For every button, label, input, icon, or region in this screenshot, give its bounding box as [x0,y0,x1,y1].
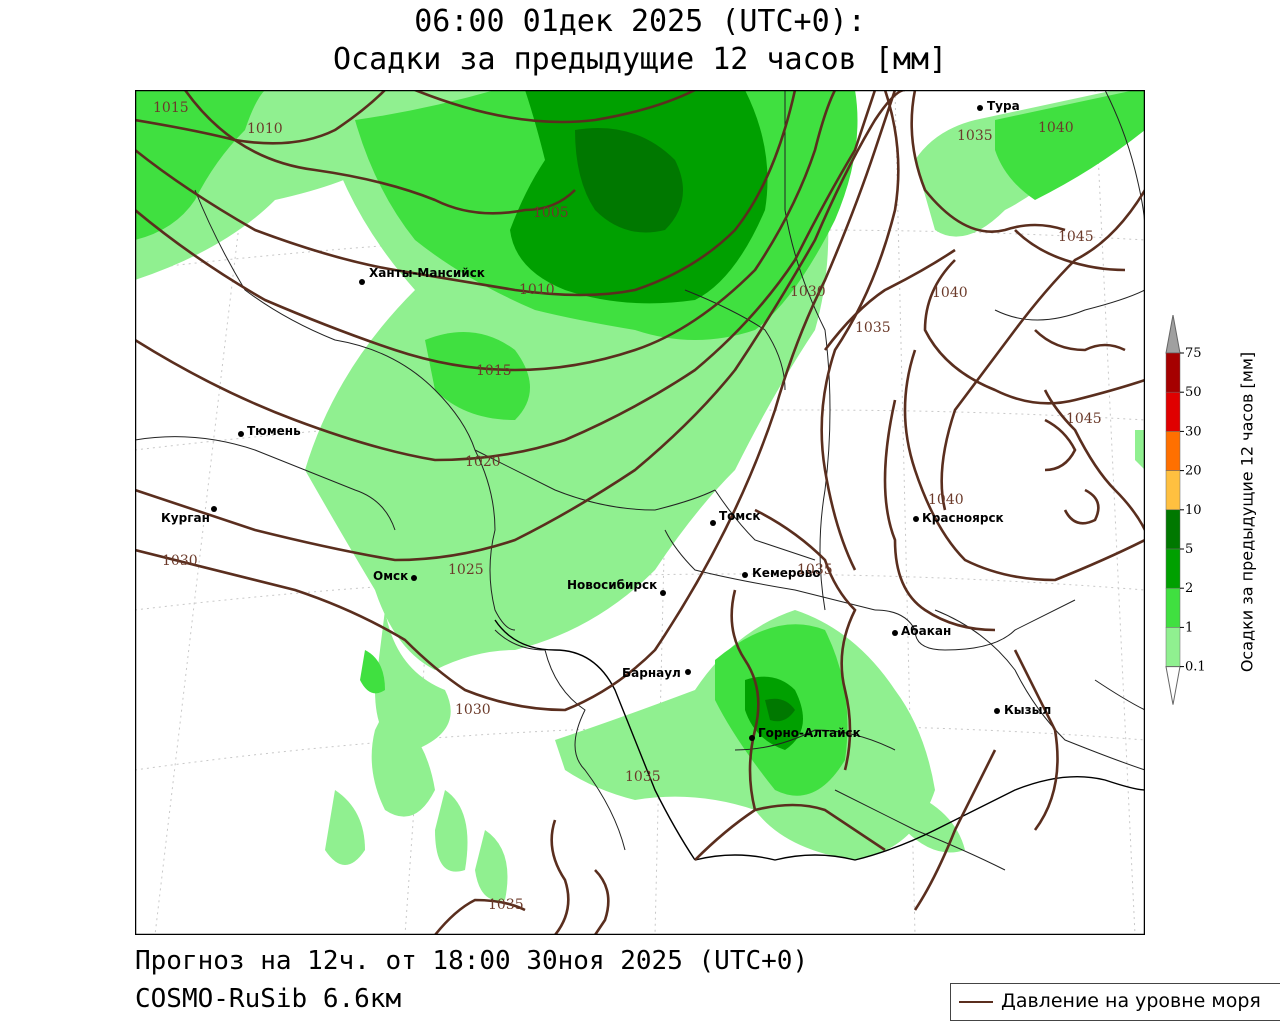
colorbar-tick-label: 50 [1185,385,1202,400]
city-markers [211,105,1000,741]
isobar-label: 1035 [855,320,891,336]
city-label-tomsk: Томск [719,509,761,523]
isobar-label: 1030 [790,284,826,300]
colorbar-title: Осадки за предыдущие 12 часов [мм] [1237,351,1257,673]
colorbar-segment [1165,431,1181,471]
isobar-label: 1045 [1058,229,1094,245]
city-label-khanty-mansiysk: Ханты-Мансийск [369,266,485,280]
city-dot-omsk [411,575,417,581]
city-label-kurgan: Курган [161,511,210,525]
city-label-kyzyl: Кызыл [1004,703,1051,717]
city-label-krasnoyarsk: Красноярск [922,511,1004,525]
city-label-kemerovo: Кемерово [752,566,821,580]
city-dot-gorno-altaysk [749,735,755,741]
colorbar-tick-label: 30 [1185,424,1202,439]
forecast-info: Прогноз на 12ч. от 18:00 30ноя 2025 (UTC… [135,946,809,976]
isobars [135,90,1145,935]
colorbar-segment [1165,627,1181,667]
colorbar-top-arrow [1165,315,1181,354]
map-title: 06:00 01дек 2025 (UTC+0): [414,4,866,39]
isobar-label: 1025 [448,562,484,578]
map-subtitle: Осадки за предыдущие 12 часов [мм] [332,42,948,77]
isobar-label: 1035 [797,562,833,578]
city-label-abakan: Абакан [901,624,951,638]
city-dot-tyumen [238,431,244,437]
pressure-legend: Давление на уровне моря [950,983,1280,1021]
isobar-label: 1035 [957,128,993,144]
colorbar-tick-label: 10 [1185,503,1202,518]
city-label-novosibirsk: Новосибирск [567,578,657,592]
precip-very-heavy [575,128,795,722]
city-dot-tomsk [710,520,716,526]
isobar-label: 1010 [247,121,283,137]
isobar-label: 1015 [476,363,512,379]
colorbar-tick-label: 20 [1185,464,1202,479]
isobar-label: 1040 [928,492,964,508]
colorbar-segment [1165,548,1181,589]
city-dot-kemerovo [742,572,748,578]
city-label-gorno-altaysk: Горно-Алтайск [758,726,861,740]
isobar-label: 1045 [1066,411,1102,427]
city-dot-kyzyl [994,708,1000,714]
colorbar-tick-label: 5 [1185,542,1193,557]
map-frame [135,90,1145,935]
city-dot-krasnoyarsk [913,516,919,522]
isobar-label: 1015 [153,100,189,116]
isobar-labels: 1015 1010 1005 1010 1015 1020 1025 1030 … [153,100,1102,913]
city-dot-kurgan [211,506,217,512]
colorbar-bottom-arrow [1165,666,1181,705]
city-dot-barnaul [685,669,691,675]
colorbar: 75 50 30 20 10 5 2 1 0.1 [1165,315,1206,705]
city-label-barnaul: Барнаул [622,666,681,680]
pressure-legend-line [959,1001,993,1003]
colorbar-segment [1165,587,1181,628]
isobar-label: 1040 [932,285,968,301]
colorbar-segment [1165,470,1181,511]
city-label-tura: Тура [987,99,1020,113]
model-name: COSMO-RuSib 6.6км [135,984,402,1014]
city-label-tyumen: Тюмень [247,424,301,438]
isobar-label: 1005 [533,205,569,221]
colorbar-tick-label: 0.1 [1185,660,1206,675]
colorbar-tick-label: 1 [1185,620,1193,635]
isobar-label: 1035 [488,897,524,913]
pressure-legend-label: Давление на уровне моря [1001,990,1261,1012]
isobar-label: 1020 [465,454,501,470]
city-dot-abakan [892,630,898,636]
isobar-label: 1035 [625,769,661,785]
city-dot-khanty-mansiysk [359,279,365,285]
colorbar-segment [1165,391,1181,432]
colorbar-segment [1165,509,1181,550]
city-dot-novosibirsk [660,590,666,596]
city-dot-tura [977,105,983,111]
isobar-label: 1030 [455,702,491,718]
colorbar-segment [1165,352,1181,393]
city-label-omsk: Омск [373,569,408,583]
colorbar-tick-label: 2 [1185,581,1193,596]
state-border [494,619,1145,861]
city-labels: Тура Ханты-Мансийск Тюмень Курган Омск Т… [161,99,1051,740]
isobar-label: 1010 [519,282,555,298]
precipitation-map: Тура Ханты-Мансийск Тюмень Курган Омск Т… [135,90,1145,935]
isobar-label: 1040 [1038,120,1074,136]
isobar-label: 1030 [162,553,198,569]
colorbar-tick-label: 75 [1185,346,1202,361]
